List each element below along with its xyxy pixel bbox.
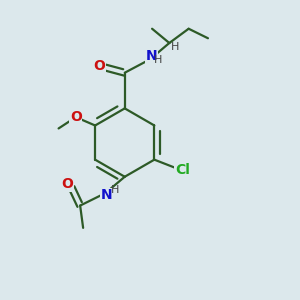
Text: O: O bbox=[62, 177, 74, 191]
Text: H: H bbox=[111, 185, 119, 195]
Text: H: H bbox=[170, 42, 179, 52]
Text: Cl: Cl bbox=[175, 163, 190, 177]
Text: N: N bbox=[101, 188, 113, 203]
Text: H: H bbox=[154, 55, 163, 65]
Text: O: O bbox=[70, 110, 82, 124]
Text: N: N bbox=[146, 50, 157, 63]
Text: O: O bbox=[93, 59, 105, 73]
